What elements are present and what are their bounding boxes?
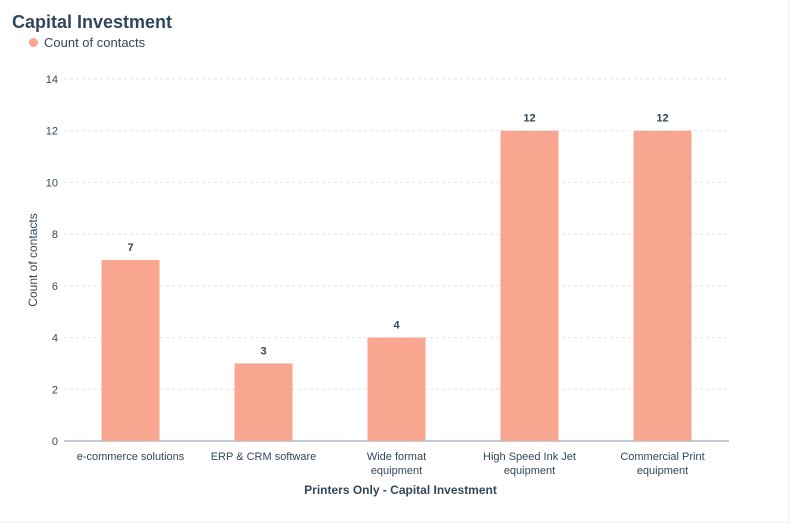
bar[interactable] <box>633 130 692 441</box>
y-tick-label: 10 <box>46 177 58 189</box>
y-tick-label: 0 <box>52 436 58 448</box>
y-tick-label: 8 <box>52 229 58 241</box>
legend-swatch <box>29 38 38 47</box>
x-tick-label: equipment <box>637 465 688 477</box>
y-tick-label: 4 <box>52 333 58 345</box>
y-axis-title: Count of contacts <box>26 213 40 306</box>
y-tick-label: 2 <box>52 384 58 396</box>
x-axis-title: Printers Only - Capital Investment <box>304 483 497 497</box>
x-tick-label: e-commerce solutions <box>77 451 185 463</box>
x-tick-label: Commercial Print <box>620 451 704 463</box>
x-tick-label: equipment <box>371 465 422 477</box>
bar[interactable] <box>367 337 426 441</box>
x-tick-label: equipment <box>504 465 555 477</box>
x-tick-label: ERP & CRM software <box>211 451 317 463</box>
bar[interactable] <box>234 363 293 441</box>
y-tick-label: 6 <box>52 281 58 293</box>
bar-data-label: 4 <box>393 320 400 332</box>
chart-legend[interactable]: Count of contacts <box>29 35 145 50</box>
bar-data-label: 3 <box>260 345 266 357</box>
x-tick-label: Wide format <box>367 451 426 463</box>
bar-data-label: 7 <box>127 242 133 254</box>
chart-title: Capital Investment <box>12 12 173 32</box>
bar-data-label: 12 <box>523 113 535 125</box>
y-tick-label: 14 <box>46 74 58 86</box>
y-tick-label: 12 <box>46 126 58 138</box>
bar[interactable] <box>500 130 559 441</box>
bar-data-label: 12 <box>656 113 668 125</box>
bar[interactable] <box>101 260 160 441</box>
x-tick-label: High Speed Ink Jet <box>483 451 576 463</box>
legend-label: Count of contacts <box>44 35 146 50</box>
